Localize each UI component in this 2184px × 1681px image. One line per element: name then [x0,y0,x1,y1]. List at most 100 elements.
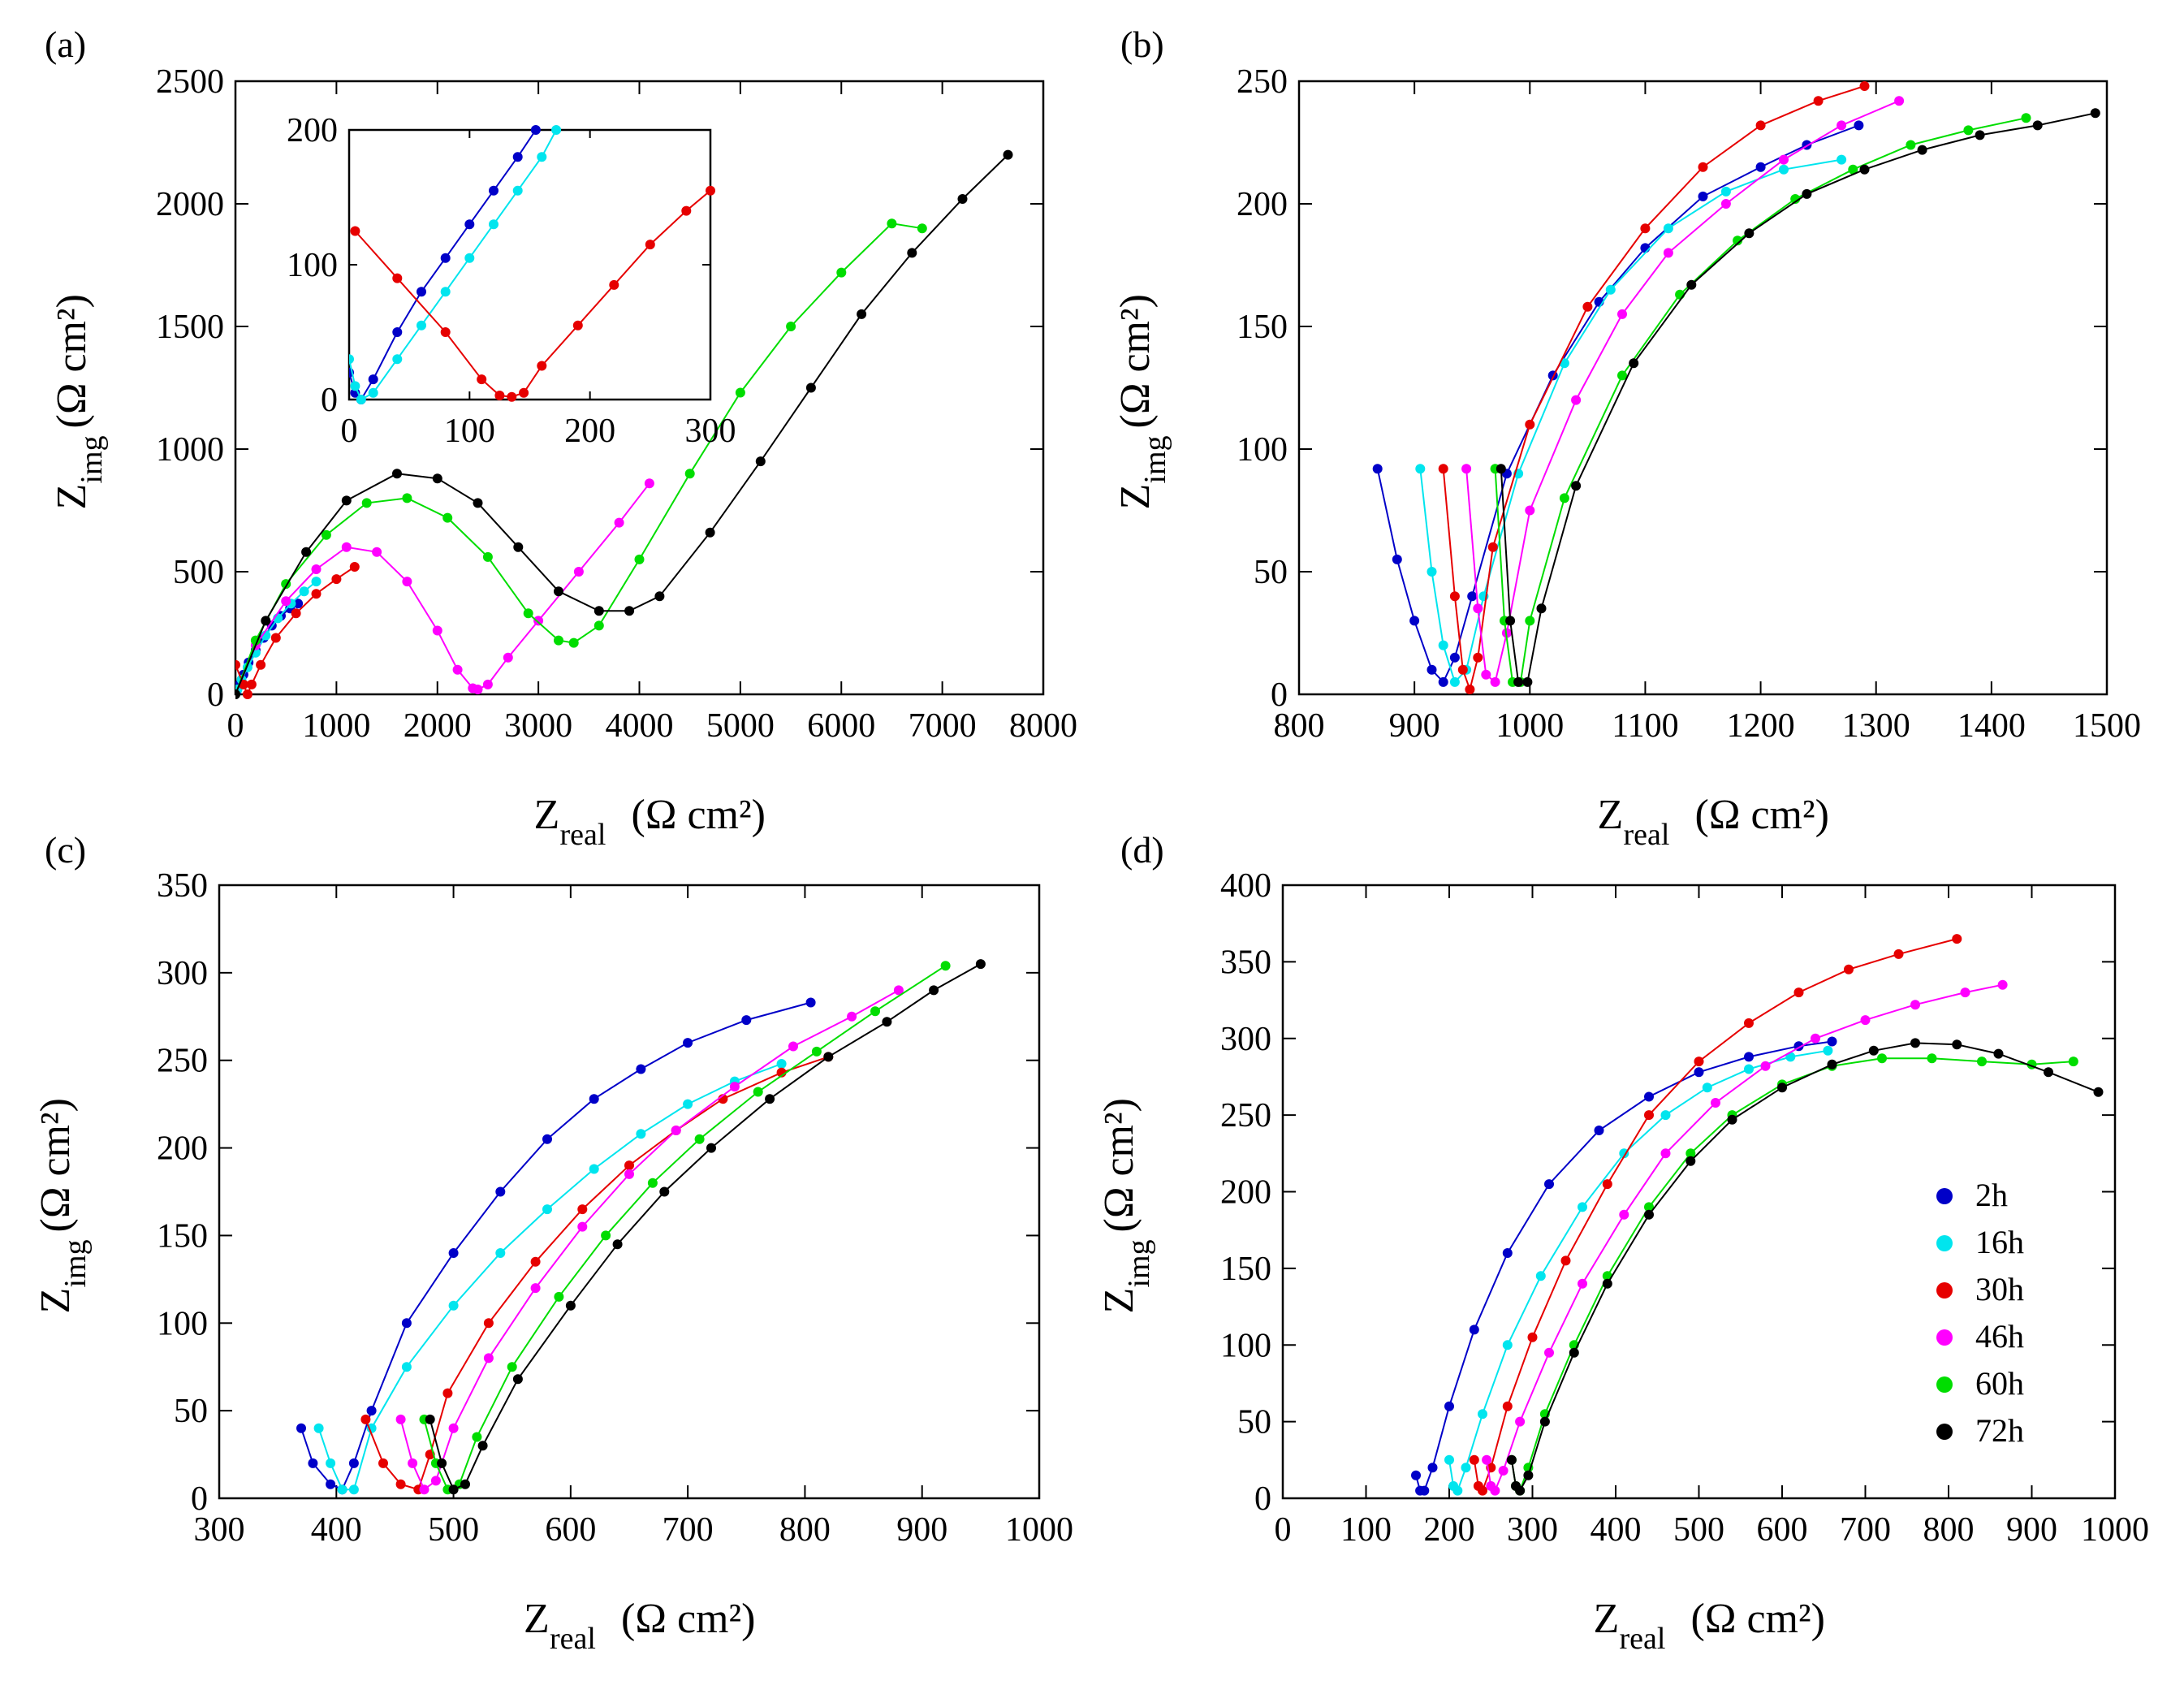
fit-line-30h [1473,938,1957,1493]
y-tick-label: 0 [207,676,224,714]
data-point-72h [1777,1082,1787,1093]
legend-marker-60h [1936,1376,1953,1393]
data-point-46h [671,1126,681,1135]
data-point-60h [472,1432,482,1442]
data-point-46h [577,1221,588,1232]
data-point-2h [1544,1179,1554,1190]
data-point-2h [308,1458,318,1468]
data-point-72h [957,194,968,204]
x-tick-label: 400 [1591,1511,1642,1549]
data-point-2h [1438,676,1448,687]
data-point-2h [542,1134,552,1144]
data-point-30h [1487,542,1498,552]
x-tick-label: 900 [896,1511,947,1549]
data-point-46h [729,1082,740,1092]
fit-line-2h [1415,1040,1832,1492]
data-point-16h [551,125,562,135]
data-point-2h [1427,664,1437,675]
data-point-72h [437,1458,447,1468]
data-point-16h [1744,1064,1754,1074]
data-point-30h [256,659,266,670]
legend: 2h 16h 30h 46h 60h 72h [1936,1177,2024,1449]
y-tick-label: 350 [157,867,208,905]
y-tick-label: 50 [174,1393,208,1430]
series-layer [235,149,1013,699]
data-point-72h [1505,616,1516,626]
data-point-46h [1525,505,1535,516]
y-tick-label: 150 [1220,1251,1271,1288]
data-point-46h [530,1283,541,1294]
data-point-2h [636,1064,646,1074]
data-point-2h [1698,191,1708,201]
y-tick-label: 50 [1254,554,1288,591]
data-point-16h [366,1423,377,1433]
data-point-30h [477,374,487,385]
data-point-16h [1449,676,1460,687]
data-point-2h [1469,1324,1479,1335]
data-point-46h [1571,395,1582,405]
x-tick-label: 6000 [807,707,875,745]
data-point-72h [2032,120,2043,131]
data-point-16h [417,320,426,331]
data-point-60h [568,637,579,648]
data-point-16h [1779,164,1789,175]
data-point-72h [2093,1087,2104,1097]
y-axis-title-subscript: img [75,435,109,483]
data-point-16h [1823,1045,1833,1056]
series-layer [349,125,715,404]
data-point-2h [1644,1091,1654,1102]
data-point-16h [512,185,523,196]
data-point-16h [299,586,309,597]
data-point-72h [1917,145,1927,155]
y-axis-title-unit: (Ω cm²) [1096,1098,1142,1232]
x-tick-label: 800 [1274,707,1325,745]
legend-marker-72h [1936,1424,1953,1440]
data-point-16h [1427,567,1437,577]
data-point-2h [293,599,304,609]
data-point-16h [683,1099,693,1109]
data-point-46h [624,1169,634,1179]
legend-label-30h: 30h [1975,1271,2024,1307]
data-point-60h [507,1362,517,1372]
fit-line-2h [1376,124,1859,684]
data-point-60h [1644,1202,1654,1212]
data-point-60h [786,322,796,331]
data-point-60h [2068,1057,2078,1067]
x-tick-label: 0 [341,413,358,450]
data-point-46h [482,679,493,689]
panel-c: (c) 300 400 500 600 700 800 900 1000 0 50 100 150 200… [32,829,1073,1656]
data-point-46h [402,577,412,587]
inset-background [349,130,710,400]
data-point-72h [1513,676,1524,687]
y-tick-label: 50 [1237,1404,1271,1441]
data-point-30h [291,608,301,619]
x-axis-title: Z [524,1596,550,1642]
y-tick-label: 300 [157,955,208,992]
x-tick-label: 100 [444,413,495,450]
fit-line-72h [429,963,982,1491]
series-layer [1411,934,2104,1496]
data-point-16h [1415,464,1426,474]
data-point-30h [1438,464,1448,474]
data-point-16h [537,152,547,162]
data-point-2h [417,287,426,297]
data-point-30h [572,320,583,331]
data-point-2h [1419,1485,1430,1496]
data-point-16h [1660,1110,1671,1121]
data-point-72h [593,606,604,616]
x-axis-title-subscript: real [550,1622,596,1656]
data-point-60h [1848,164,1858,175]
data-point-72h [1523,1470,1534,1480]
y-axis-title-subscript: img [58,1239,93,1287]
x-axis-title-subscript: real [560,818,606,852]
data-point-2h [401,1318,412,1329]
data-point-2h [368,374,378,385]
data-point-60h [402,493,412,503]
data-point-72h [1571,481,1582,491]
data-point-2h [1427,1463,1438,1473]
data-point-30h [1502,1401,1513,1411]
data-point-60h [593,620,604,631]
data-point-72h [612,1239,623,1250]
x-tick-label: 600 [1757,1511,1808,1549]
data-point-30h [392,273,403,283]
